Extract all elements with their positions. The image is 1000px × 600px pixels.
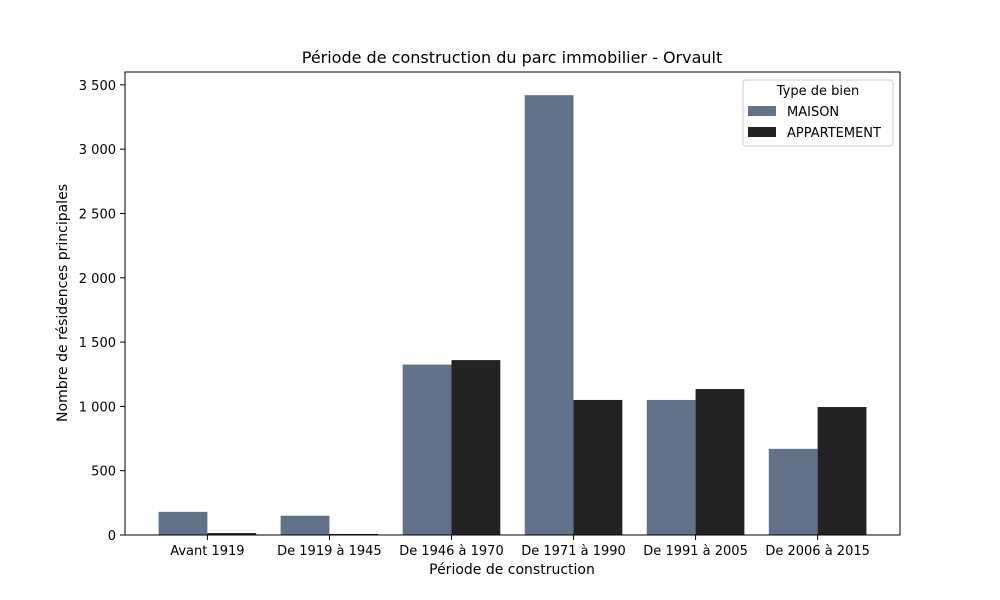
bar-maison-2 (402, 364, 452, 535)
bar-maison-4 (646, 399, 696, 535)
y-tick-label: 500 (91, 465, 116, 480)
legend-label-maison: MAISON (787, 105, 839, 120)
legend-box (742, 79, 894, 147)
plot-frame (124, 71, 901, 536)
legend: Type de bien MAISON APPARTEMENT (742, 79, 894, 147)
y-tick-label: 1 500 (79, 336, 116, 351)
bar-maison-3 (524, 95, 574, 536)
x-axis: Avant 1919 De 1919 à 1945 De 1946 à 1970 De… (170, 535, 870, 559)
plot-area (158, 95, 867, 536)
bar-appartement-5 (817, 407, 867, 535)
y-tick-label: 0 (108, 529, 116, 544)
y-tick-label: 3 000 (79, 143, 116, 158)
legend-label-appartement: APPARTEMENT (787, 126, 881, 141)
bar-appartement-1 (329, 533, 379, 535)
x-tick-label: De 1919 à 1945 (277, 544, 382, 559)
x-axis-label: Période de construction (429, 562, 595, 578)
bar-maison-5 (768, 448, 818, 535)
x-tick-label: Avant 1919 (170, 544, 244, 559)
y-axis-label: Nombre de résidences principales (55, 184, 71, 422)
bar-appartement-0 (207, 533, 257, 535)
y-tick-label: 2 000 (79, 272, 116, 287)
x-tick-label: De 1991 à 2005 (643, 544, 748, 559)
bar-appartement-4 (695, 389, 745, 535)
y-tick-label: 2 500 (79, 207, 116, 222)
bar-maison-0 (158, 511, 208, 535)
y-axis: 0 500 1 000 1 500 2 000 2 500 3 000 3 500 (79, 79, 125, 544)
bar-appartement-3 (573, 399, 623, 535)
chart-title: Période de construction du parc immobili… (302, 48, 723, 67)
x-tick-label: De 1971 à 1990 (521, 544, 626, 559)
legend-title: Type de bien (776, 84, 859, 99)
bar-maison-1 (280, 515, 330, 535)
legend-swatch-maison (748, 106, 776, 116)
y-tick-label: 1 000 (79, 400, 116, 415)
x-tick-label: De 2006 à 2015 (765, 544, 870, 559)
legend-swatch-appartement (748, 127, 776, 137)
y-tick-label: 3 500 (79, 79, 116, 94)
bar-appartement-2 (451, 360, 501, 535)
x-tick-label: De 1946 à 1970 (399, 544, 504, 559)
